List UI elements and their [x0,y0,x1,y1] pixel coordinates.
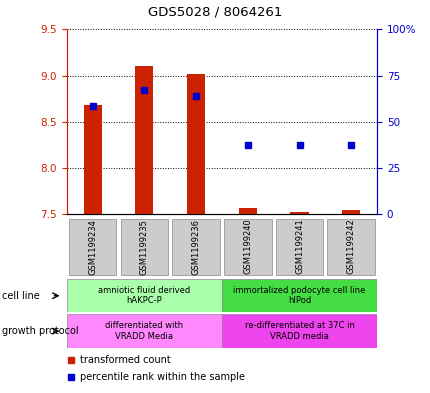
Bar [135,66,153,214]
Bar [172,219,219,275]
Bar [275,219,322,275]
Text: GSM1199236: GSM1199236 [191,219,200,275]
Text: differentiated with
VRADD Media: differentiated with VRADD Media [105,321,183,341]
Bar [221,314,376,348]
Text: re-differentiated at 37C in
VRADD media: re-differentiated at 37C in VRADD media [244,321,353,341]
Bar [224,219,271,275]
Text: amniotic fluid derived
hAKPC-P: amniotic fluid derived hAKPC-P [98,286,190,305]
Bar [327,219,374,275]
Bar [238,208,256,214]
Bar [67,279,221,312]
Text: GSM1199241: GSM1199241 [295,219,303,274]
Text: growth protocol: growth protocol [2,326,79,336]
Bar [221,279,376,312]
Text: GSM1199240: GSM1199240 [243,219,252,274]
Text: transformed count: transformed count [80,354,170,365]
Text: GSM1199235: GSM1199235 [140,219,148,275]
Text: GSM1199242: GSM1199242 [346,219,355,274]
Text: GDS5028 / 8064261: GDS5028 / 8064261 [148,6,282,19]
Text: GSM1199234: GSM1199234 [88,219,97,275]
Bar [67,314,221,348]
Bar [69,219,116,275]
Text: percentile rank within the sample: percentile rank within the sample [80,372,244,382]
Bar [290,212,308,214]
Bar [341,211,359,214]
Text: cell line: cell line [2,291,40,301]
Bar [120,219,168,275]
Bar [187,74,205,214]
Bar [83,105,101,214]
Text: immortalized podocyte cell line
hIPod: immortalized podocyte cell line hIPod [233,286,365,305]
